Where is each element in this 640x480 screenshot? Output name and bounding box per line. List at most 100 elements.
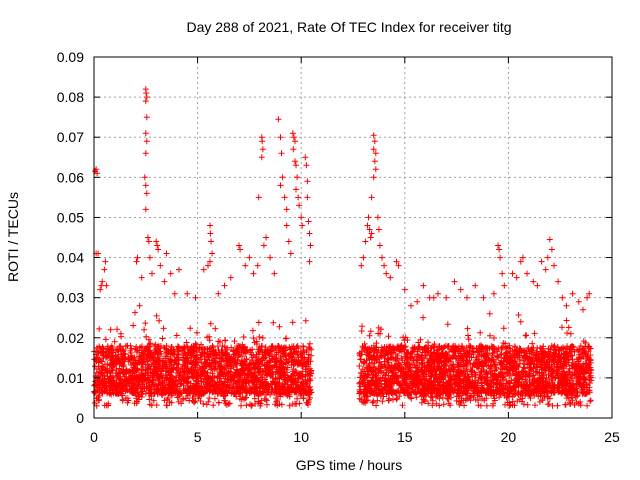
- data-point: [550, 344, 557, 350]
- data-point: [537, 361, 544, 368]
- data-point: [132, 345, 139, 352]
- data-point: [138, 394, 145, 400]
- data-point: [361, 393, 368, 400]
- data-point: [101, 402, 108, 409]
- data-point: [301, 388, 308, 395]
- data-point: [252, 364, 259, 371]
- data-point: [584, 363, 591, 370]
- data-point: [441, 381, 447, 388]
- data-point: [199, 365, 206, 372]
- data-point: [127, 355, 134, 362]
- data-point: [427, 372, 434, 379]
- data-point: [556, 346, 563, 353]
- data-point: [524, 361, 531, 368]
- data-point: [456, 376, 463, 383]
- data-point: [585, 357, 592, 364]
- data-point: [132, 309, 138, 316]
- data-point: [257, 402, 264, 409]
- data-point: [386, 383, 393, 389]
- data-point: [499, 374, 506, 381]
- data-point: [358, 389, 365, 395]
- data-point: [165, 395, 172, 401]
- data-point: [281, 381, 288, 388]
- data-point: [404, 337, 411, 343]
- data-point: [464, 325, 471, 332]
- data-point: [104, 389, 111, 396]
- data-point: [293, 348, 300, 354]
- data-point: [231, 338, 238, 345]
- data-point: [145, 377, 152, 383]
- data-point: [507, 348, 514, 355]
- data-point: [502, 343, 508, 350]
- data-point: [523, 353, 530, 360]
- data-point: [141, 385, 148, 392]
- data-point: [539, 353, 546, 360]
- data-point: [514, 352, 521, 359]
- data-point: [197, 354, 204, 361]
- data-point: [480, 363, 487, 370]
- data-point: [417, 336, 424, 343]
- data-point: [290, 346, 297, 353]
- data-point: [305, 401, 311, 408]
- data-point: [472, 372, 479, 379]
- data-point: [297, 392, 304, 399]
- data-point: [541, 393, 548, 400]
- data-point: [196, 393, 203, 400]
- data-point: [130, 322, 137, 329]
- data-point: [374, 397, 381, 404]
- data-point: [404, 349, 411, 356]
- data-point: [189, 397, 196, 404]
- data-point: [101, 383, 108, 390]
- data-point: [116, 376, 123, 383]
- data-point: [453, 344, 460, 351]
- data-point: [276, 390, 283, 397]
- data-point: [443, 367, 450, 374]
- data-point: [243, 376, 250, 383]
- data-point: [168, 399, 175, 406]
- data-point: [563, 317, 570, 324]
- data-point: [280, 359, 286, 366]
- data-point: [429, 397, 436, 404]
- data-point: [491, 371, 498, 378]
- data-point: [455, 374, 462, 380]
- data-point: [131, 389, 138, 396]
- data-point: [366, 360, 373, 367]
- data-point: [236, 371, 243, 378]
- data-point: [181, 344, 188, 351]
- data-point: [96, 325, 103, 332]
- data-point: [109, 374, 116, 381]
- data-point: [260, 383, 267, 390]
- data-point: [166, 363, 173, 370]
- data-point: [200, 371, 207, 378]
- data-point: [369, 385, 375, 392]
- data-point: [257, 371, 264, 378]
- data-point: [577, 355, 584, 362]
- data-point: [375, 359, 382, 366]
- data-point: [448, 383, 455, 390]
- data-point: [483, 357, 490, 364]
- data-point: [470, 394, 477, 401]
- data-point: [464, 371, 471, 378]
- data-point: [483, 389, 490, 395]
- data-point: [365, 352, 372, 359]
- data-point: [530, 372, 537, 378]
- data-point: [225, 387, 232, 394]
- data-point: [272, 361, 279, 368]
- data-point: [221, 397, 228, 404]
- data-point: [574, 381, 581, 388]
- data-point: [521, 348, 528, 354]
- data-point: [274, 366, 281, 373]
- data-point: [247, 401, 254, 408]
- data-point: [128, 361, 135, 368]
- data-point: [546, 376, 553, 383]
- data-point: [478, 362, 485, 369]
- data-point: [288, 381, 295, 388]
- data-point: [528, 347, 535, 354]
- data-point: [118, 384, 125, 391]
- data-point: [195, 359, 201, 366]
- data-point: [134, 385, 141, 392]
- data-point: [359, 323, 365, 330]
- data-point: [571, 402, 578, 408]
- data-point: [587, 374, 594, 381]
- data-point: [302, 317, 309, 324]
